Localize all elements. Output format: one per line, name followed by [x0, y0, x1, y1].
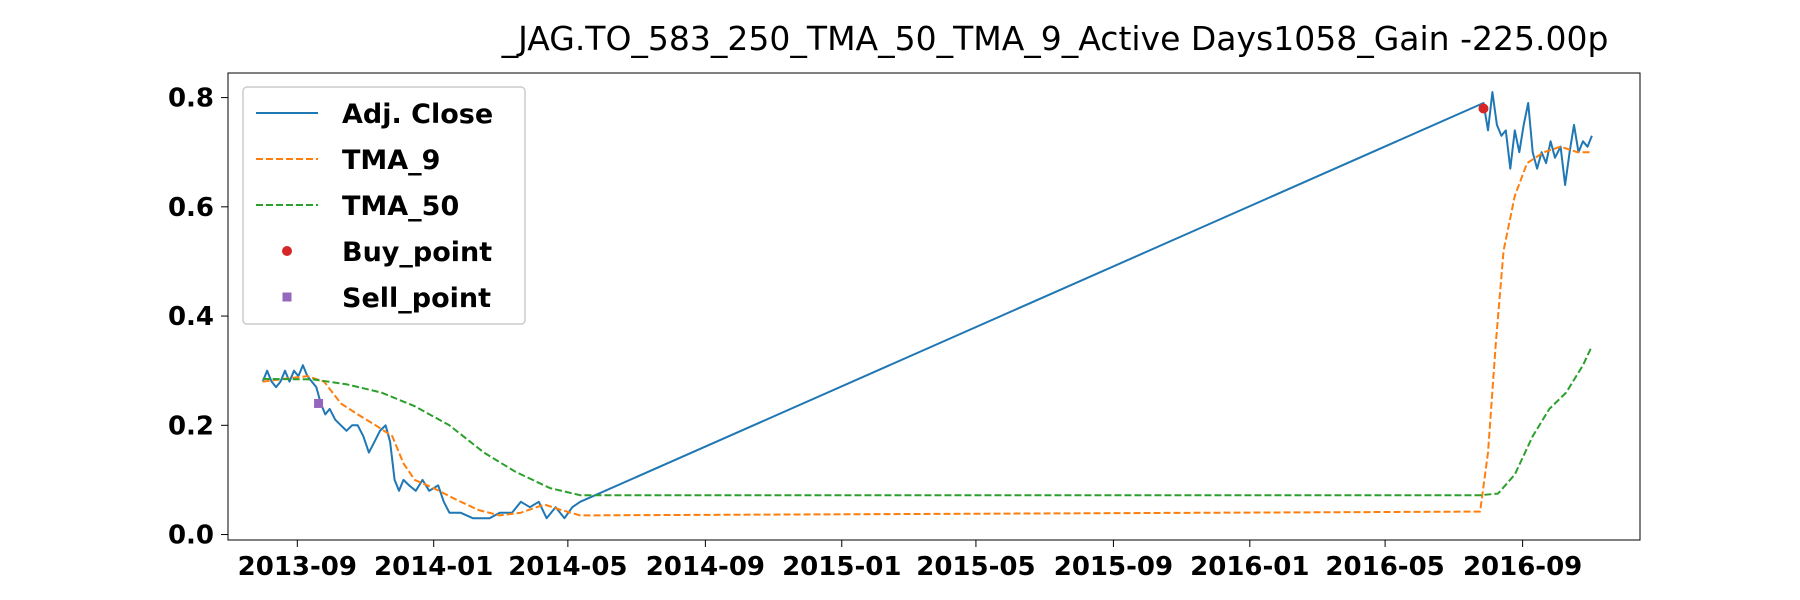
series-line-adj-close — [261, 91, 1593, 520]
legend: Adj. Close TMA_9 TMA_50 Buy_point Sell_point — [242, 86, 526, 325]
sell-point-marker — [314, 398, 324, 408]
legend-marker-buy-point — [282, 246, 292, 256]
series-line-tma-50 — [262, 345, 1593, 497]
x-tick-label: 2013-09 — [238, 552, 357, 582]
legend-marker-sell-point — [282, 292, 292, 302]
legend-label-sell-point: Sell_point — [342, 283, 491, 314]
x-tick-label: 2016-09 — [1463, 552, 1582, 582]
legend-label-tma-50: TMA_50 — [342, 191, 459, 222]
x-tick-label: 2014-01 — [374, 552, 493, 582]
legend-label-tma-9: TMA_9 — [342, 145, 440, 176]
legend-label-adj-close: Adj. Close — [342, 99, 493, 130]
buy-point-marker — [1478, 103, 1489, 114]
x-tick-label: 2015-05 — [916, 552, 1035, 582]
x-tick-label: 2016-01 — [1190, 552, 1309, 582]
plot-frame — [227, 72, 1641, 541]
chart-title: _JAG.TO_583_250_TMA_50_TMA_9_Active Days… — [501, 19, 1609, 58]
axes: 0.0 0.2 0.4 0.6 0.8 2013-09 2014-01 2014-05 2014… — [168, 72, 1641, 582]
y-tick-label: 0.0 — [168, 521, 214, 551]
y-tick-label: 0.4 — [168, 302, 214, 332]
legend-label-buy-point: Buy_point — [342, 237, 492, 268]
y-tick-label: 0.8 — [168, 84, 214, 114]
legend-box — [242, 86, 526, 325]
x-tick-label: 2014-09 — [646, 552, 765, 582]
y-tick-label: 0.2 — [168, 411, 214, 441]
y-tick-label: 0.6 — [168, 193, 214, 223]
series-line-tma-9 — [262, 145, 1592, 517]
x-tick-label: 2016-05 — [1325, 552, 1444, 582]
x-tick-label: 2015-09 — [1054, 552, 1173, 582]
x-tick-label: 2014-05 — [508, 552, 627, 582]
plot-area — [261, 91, 1593, 520]
x-tick-label: 2015-01 — [782, 552, 901, 582]
